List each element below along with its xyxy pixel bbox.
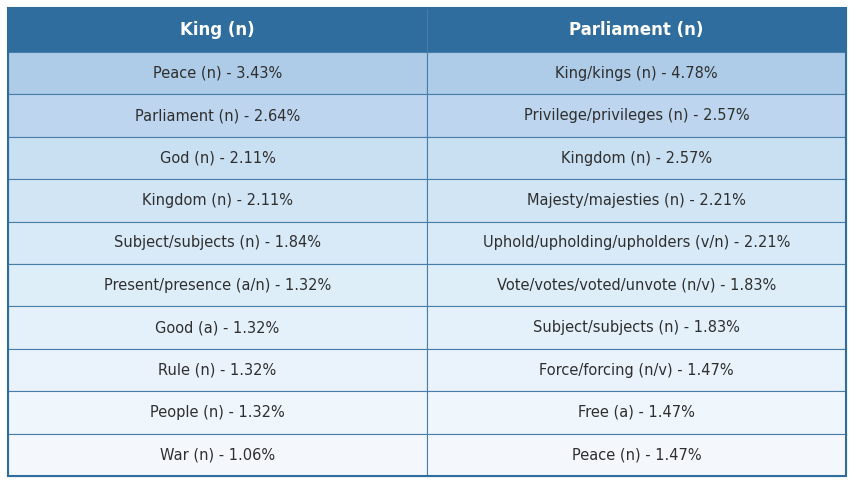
- Text: Subject/subjects (n) - 1.83%: Subject/subjects (n) - 1.83%: [532, 320, 739, 335]
- Bar: [426, 391, 845, 434]
- Bar: [426, 137, 845, 179]
- Text: War (n) - 1.06%: War (n) - 1.06%: [160, 447, 275, 462]
- Bar: [8, 434, 426, 476]
- Bar: [426, 179, 845, 222]
- Text: Force/forcing (n/v) - 1.47%: Force/forcing (n/v) - 1.47%: [538, 363, 733, 378]
- Text: Parliament (n): Parliament (n): [569, 21, 703, 39]
- Text: Subject/subjects (n) - 1.84%: Subject/subjects (n) - 1.84%: [113, 235, 321, 250]
- Bar: [426, 349, 845, 391]
- Text: God (n) - 2.11%: God (n) - 2.11%: [160, 151, 276, 166]
- Bar: [426, 306, 845, 349]
- Bar: [8, 349, 426, 391]
- Text: Parliament (n) - 2.64%: Parliament (n) - 2.64%: [135, 108, 299, 123]
- Text: Majesty/majesties (n) - 2.21%: Majesty/majesties (n) - 2.21%: [526, 193, 745, 208]
- Bar: [8, 52, 426, 94]
- Text: Peace (n) - 3.43%: Peace (n) - 3.43%: [153, 66, 281, 81]
- Bar: [426, 94, 845, 137]
- Text: Kingdom (n) - 2.11%: Kingdom (n) - 2.11%: [142, 193, 293, 208]
- Text: Kingdom (n) - 2.57%: Kingdom (n) - 2.57%: [560, 151, 711, 166]
- Bar: [8, 264, 426, 306]
- Bar: [8, 306, 426, 349]
- Bar: [8, 137, 426, 179]
- Bar: [8, 8, 426, 52]
- Bar: [8, 179, 426, 222]
- Bar: [8, 222, 426, 264]
- Text: People (n) - 1.32%: People (n) - 1.32%: [150, 405, 285, 420]
- Bar: [426, 434, 845, 476]
- Text: Peace (n) - 1.47%: Peace (n) - 1.47%: [571, 447, 700, 462]
- Bar: [426, 264, 845, 306]
- Text: Good (a) - 1.32%: Good (a) - 1.32%: [155, 320, 279, 335]
- Text: Free (a) - 1.47%: Free (a) - 1.47%: [577, 405, 694, 420]
- Bar: [426, 8, 845, 52]
- Text: King/kings (n) - 4.78%: King/kings (n) - 4.78%: [554, 66, 717, 81]
- Text: King (n): King (n): [180, 21, 254, 39]
- Text: Rule (n) - 1.32%: Rule (n) - 1.32%: [158, 363, 276, 378]
- Bar: [426, 222, 845, 264]
- Text: Privilege/privileges (n) - 2.57%: Privilege/privileges (n) - 2.57%: [523, 108, 748, 123]
- Bar: [8, 94, 426, 137]
- Text: Vote/votes/voted/unvote (n/v) - 1.83%: Vote/votes/voted/unvote (n/v) - 1.83%: [496, 278, 775, 293]
- Bar: [8, 391, 426, 434]
- Text: Uphold/upholding/upholders (v/n) - 2.21%: Uphold/upholding/upholders (v/n) - 2.21%: [482, 235, 789, 250]
- Bar: [426, 52, 845, 94]
- Text: Present/presence (a/n) - 1.32%: Present/presence (a/n) - 1.32%: [104, 278, 331, 293]
